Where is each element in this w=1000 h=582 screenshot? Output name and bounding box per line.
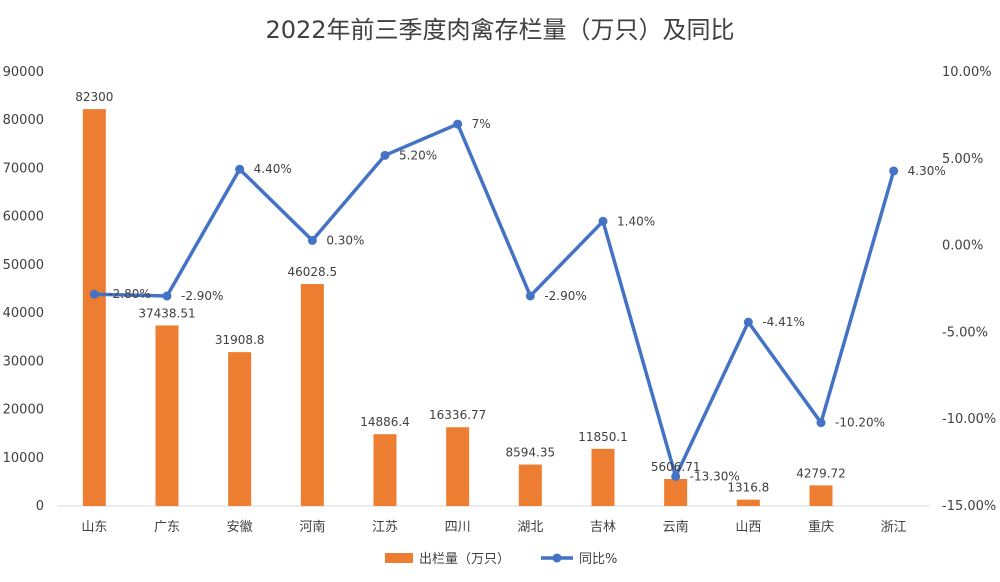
y-left-tick-label: 90000 xyxy=(3,65,44,80)
bar xyxy=(664,478,688,506)
x-tick-label: 浙江 xyxy=(881,520,907,535)
bar xyxy=(373,434,397,506)
legend-label-bars: 出栏量（万只） xyxy=(419,552,510,567)
y-right-tick-label: -5.00% xyxy=(942,325,988,340)
bar xyxy=(591,448,615,506)
line-point xyxy=(380,150,390,160)
x-tick-label: 云南 xyxy=(663,519,689,535)
y-right-tick-label: 10.00% xyxy=(942,65,992,80)
y-left-tick-label: 40000 xyxy=(3,306,44,321)
bar-data-label: 1316.8 xyxy=(727,481,769,495)
legend-marker-line xyxy=(552,553,562,563)
x-tick-label: 吉林 xyxy=(590,520,616,535)
bar xyxy=(446,427,470,506)
y-left-tick-label: 20000 xyxy=(3,403,44,418)
y-right-tick-label: -10.00% xyxy=(942,412,996,427)
bar-data-label: 46028.5 xyxy=(288,265,338,279)
line-point xyxy=(671,471,681,481)
y-left-tick-label: 70000 xyxy=(3,161,44,176)
y-left-tick-label: 30000 xyxy=(3,354,44,369)
line-data-label: -10.20% xyxy=(835,416,885,430)
line-point xyxy=(162,291,172,301)
bar-data-label: 37438.51 xyxy=(138,306,195,320)
x-tick-label: 重庆 xyxy=(808,519,834,535)
bar xyxy=(300,284,324,506)
x-tick-label: 广东 xyxy=(154,520,180,535)
line-data-label: -2.80% xyxy=(108,287,150,301)
bar xyxy=(518,464,542,506)
bar xyxy=(82,109,106,507)
bar xyxy=(736,499,760,506)
line-data-label: 0.30% xyxy=(326,233,364,247)
bar-data-label: 82300 xyxy=(75,90,113,104)
line-point xyxy=(453,119,463,129)
bar-data-label: 14886.4 xyxy=(360,415,410,429)
bar-data-label: 8594.35 xyxy=(506,446,556,460)
line-point xyxy=(307,235,317,245)
chart-title: 2022年前三季度肉禽存栏量（万只）及同比 xyxy=(265,16,735,44)
line-data-label: 4.30% xyxy=(908,164,946,178)
line-data-label: 4.40% xyxy=(254,162,292,176)
line-point xyxy=(235,164,245,174)
y-left-tick-label: 50000 xyxy=(3,258,44,273)
line-data-label: -2.90% xyxy=(544,289,586,303)
line-data-label: -4.41% xyxy=(762,315,804,329)
line-data-label: 7% xyxy=(472,117,491,131)
bar-data-label: 4279.72 xyxy=(796,466,846,480)
line-point xyxy=(525,291,535,301)
bar xyxy=(809,485,833,506)
legend-label-line: 同比% xyxy=(579,552,617,567)
y-right-tick-label: 5.00% xyxy=(942,152,983,167)
x-tick-label: 山西 xyxy=(735,520,761,535)
x-tick-label: 四川 xyxy=(445,520,471,535)
bar xyxy=(228,352,252,506)
line-point xyxy=(89,289,99,299)
line-data-label: 5.20% xyxy=(399,148,437,162)
line-point xyxy=(889,166,899,176)
x-tick-label: 湖北 xyxy=(517,520,543,535)
y-right-tick-label: 0.00% xyxy=(942,239,983,254)
series-line xyxy=(94,122,896,479)
legend-swatch-bars xyxy=(385,553,413,563)
bar xyxy=(155,325,179,506)
x-tick-label: 江苏 xyxy=(372,519,398,535)
y-left-tick-label: 10000 xyxy=(3,451,44,466)
x-tick-label: 河南 xyxy=(299,519,325,535)
bar-data-label: 16336.77 xyxy=(429,408,486,422)
bar-data-label: 11850.1 xyxy=(578,430,628,444)
line-point xyxy=(743,317,753,327)
x-tick-label: 安徽 xyxy=(227,520,253,535)
bar-data-label: 5606.71 xyxy=(651,460,701,474)
line-data-label: -2.90% xyxy=(181,289,223,303)
line-data-label: -13.30% xyxy=(690,469,740,483)
line-point xyxy=(598,216,608,226)
y-left-tick-label: 60000 xyxy=(3,210,44,225)
x-tick-label: 山东 xyxy=(81,520,107,535)
y-left-tick-label: 0 xyxy=(36,499,44,514)
y-left-tick-label: 80000 xyxy=(3,113,44,128)
line-data-label: 1.40% xyxy=(617,214,655,228)
bar-data-label: 31908.8 xyxy=(215,333,265,347)
y-right-tick-label: -15.00% xyxy=(942,499,996,514)
line-point xyxy=(816,418,826,428)
